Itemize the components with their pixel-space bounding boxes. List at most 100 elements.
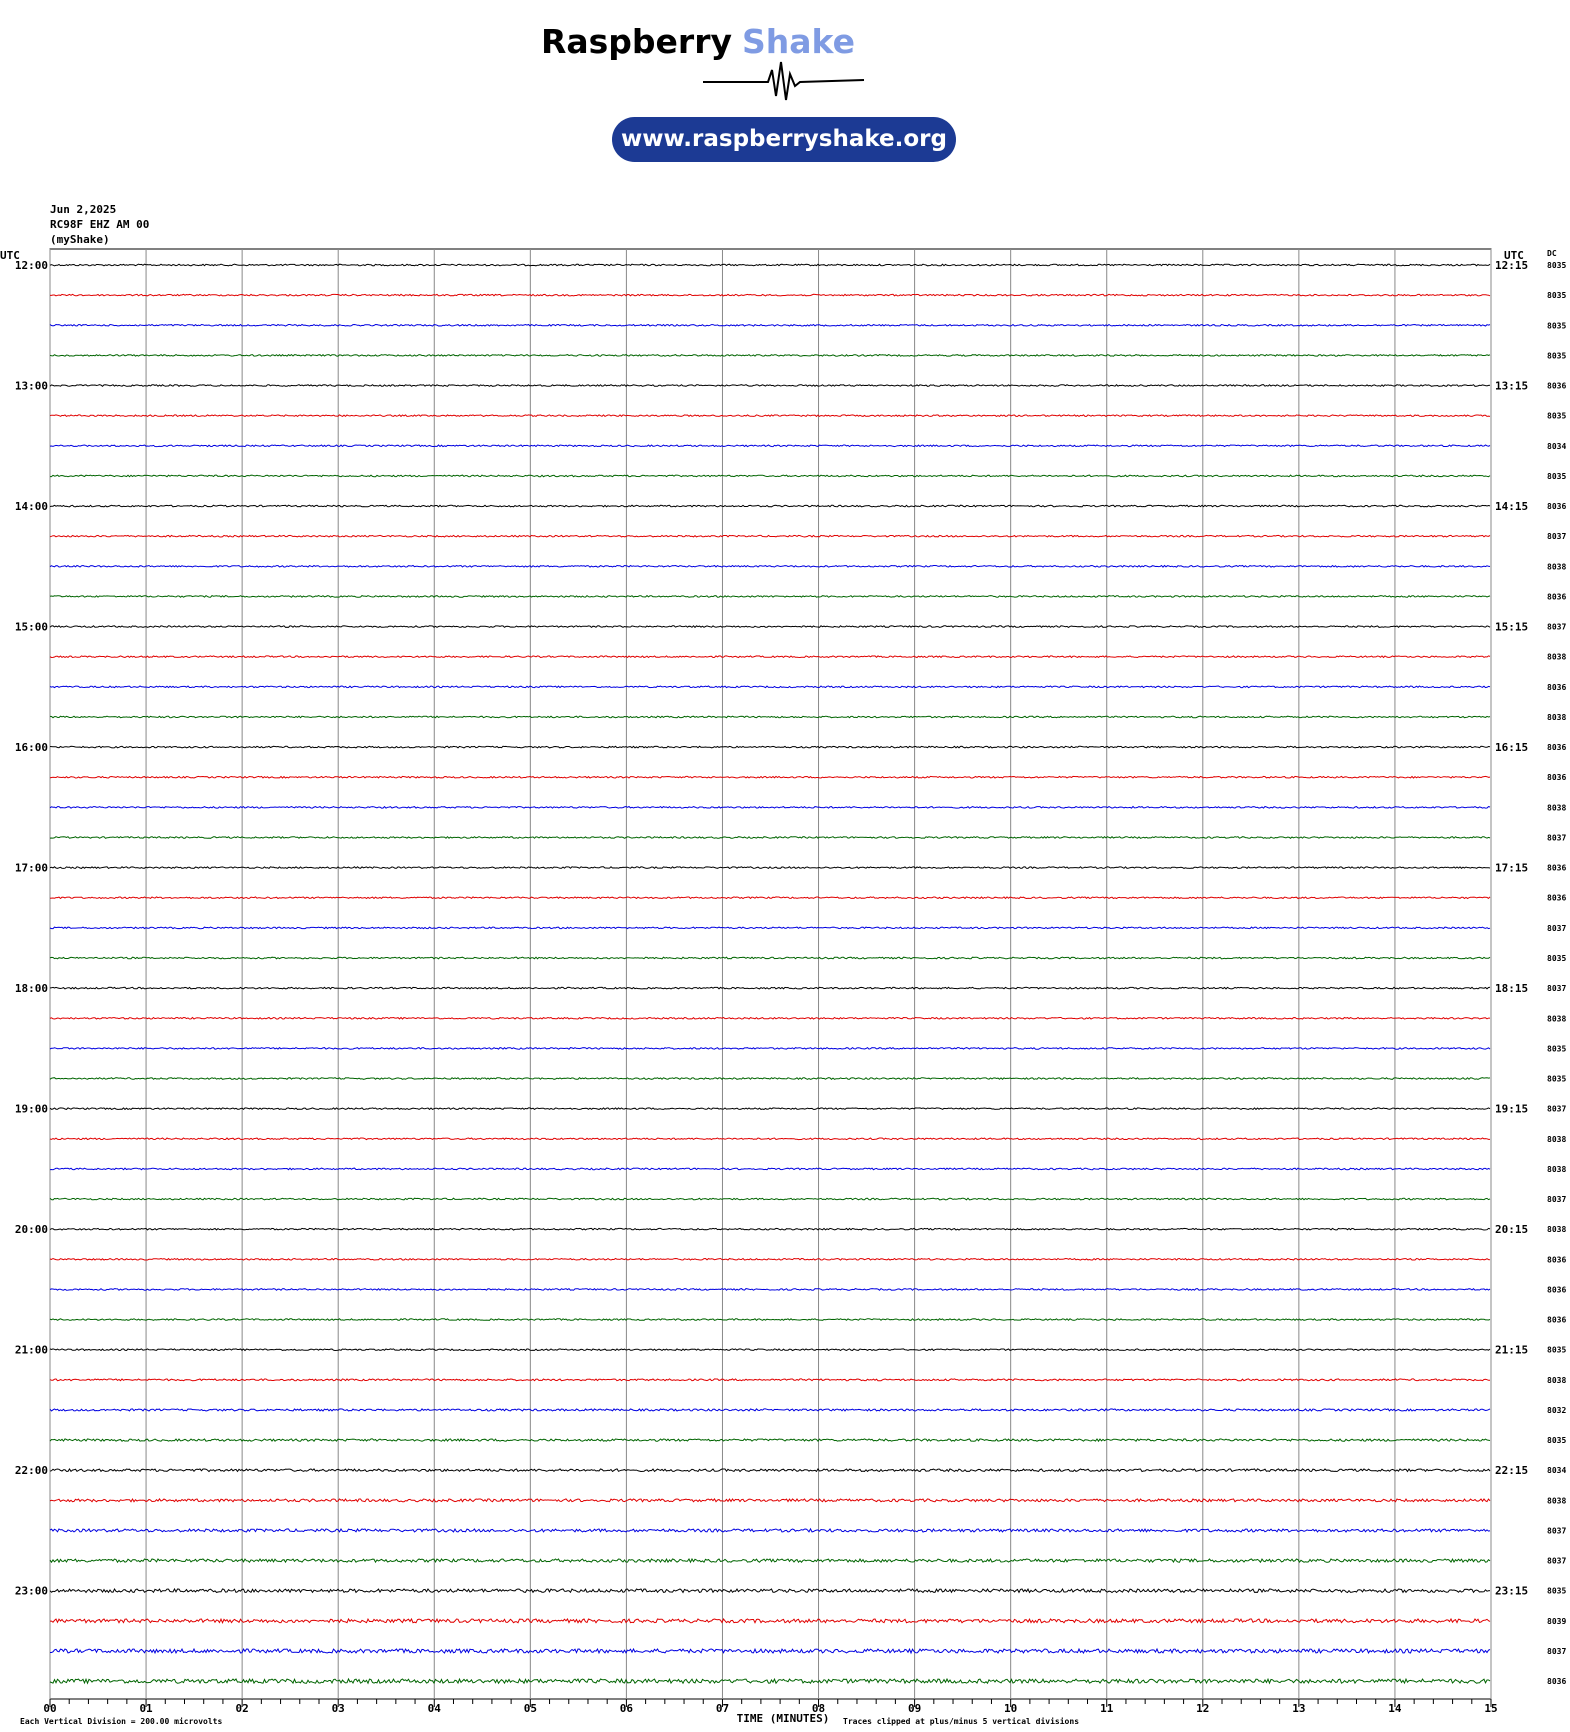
hour-end: 14:15: [1495, 500, 1528, 513]
trace: [49, 384, 1491, 387]
dc-offset: 8035: [1547, 1587, 1566, 1596]
right-heading: UTC: [1504, 249, 1524, 262]
x-label: TIME (MINUTES): [737, 1712, 830, 1725]
hour-start: 18:00: [15, 982, 48, 995]
x-tick-label: 02: [236, 1702, 249, 1715]
hour-start: 15:00: [15, 621, 48, 634]
trace: [49, 414, 1491, 418]
trace: [50, 293, 1491, 297]
trace: [49, 1527, 1491, 1534]
x-tick-label: 06: [620, 1702, 634, 1715]
dc-offset: 8036: [1547, 1316, 1566, 1325]
dc-offset: 8035: [1547, 321, 1566, 330]
dc-offset: 8037: [1547, 623, 1566, 632]
trace: [49, 835, 1491, 839]
hour-end: 21:15: [1495, 1344, 1528, 1357]
scale-note: Each Vertical Division = 200.00 microvol…: [20, 1716, 222, 1726]
dc-offset: 8034: [1547, 442, 1566, 451]
trace: [49, 655, 1491, 659]
hour-start: 21:00: [15, 1344, 48, 1357]
trace: [49, 896, 1491, 900]
source: (myShake): [50, 233, 110, 246]
dc-offset: 8037: [1547, 984, 1566, 993]
trace: [49, 625, 1491, 629]
dc-offset: 8035: [1547, 1346, 1566, 1355]
x-tick-label: 04: [428, 1702, 442, 1715]
trace: [49, 504, 1491, 508]
trace: [49, 1408, 1491, 1412]
x-tick-label: 10: [1004, 1702, 1017, 1715]
trace: [49, 1257, 1491, 1261]
dc-offset: 8034: [1547, 1466, 1566, 1475]
brand-accent: Shake: [742, 22, 855, 61]
dc-offset: 8038: [1547, 713, 1566, 722]
trace: [49, 564, 1491, 568]
trace: [49, 1227, 1491, 1231]
x-tick-label: 03: [332, 1702, 345, 1715]
dc-offset: 8038: [1547, 1225, 1566, 1234]
hour-start: 16:00: [15, 741, 48, 754]
brand: Raspberry: [541, 22, 732, 61]
hour-start: 14:00: [15, 500, 48, 513]
dc-offset: 8036: [1547, 683, 1566, 692]
hour-end: 12:15: [1495, 259, 1528, 272]
hour-end: 17:15: [1495, 862, 1528, 875]
trace: [50, 1647, 1491, 1655]
hour-end: 15:15: [1495, 621, 1528, 634]
dc-offset: 8037: [1547, 1105, 1566, 1114]
x-tick-label: 07: [716, 1702, 729, 1715]
trace: [49, 353, 1491, 357]
x-tick-label: 08: [812, 1702, 825, 1715]
trace: [49, 534, 1491, 538]
dc-offset: 8038: [1547, 653, 1566, 662]
dc-offset: 8037: [1547, 1526, 1566, 1535]
dc-offset: 8036: [1547, 894, 1566, 903]
trace: [49, 1467, 1491, 1473]
hour-start: 23:00: [15, 1585, 48, 1598]
trace: [49, 323, 1491, 327]
hour-end: 19:15: [1495, 1103, 1528, 1116]
dc-offset: 8032: [1547, 1406, 1566, 1415]
trace: [49, 1438, 1491, 1443]
dc-offset: 8038: [1547, 1014, 1566, 1023]
plot-frame: [49, 248, 1492, 1700]
hour-end: 22:15: [1495, 1464, 1528, 1477]
trace: [49, 263, 1491, 267]
trace: [49, 685, 1491, 689]
x-tick-label: 11: [1100, 1702, 1114, 1715]
dc-offset: 8038: [1547, 1376, 1566, 1385]
dc-offset: 8036: [1547, 864, 1566, 873]
url[interactable]: www.raspberryshake.org: [621, 126, 947, 152]
dc-offset: 8037: [1547, 1647, 1566, 1656]
dc-offset: 8035: [1547, 1436, 1566, 1445]
trace: [49, 1287, 1491, 1291]
dc-offset: 8037: [1547, 833, 1566, 842]
dc-offset: 8036: [1547, 773, 1566, 782]
trace: [49, 1557, 1491, 1564]
trace: [49, 986, 1491, 990]
trace: [49, 956, 1491, 960]
hour-start: 19:00: [15, 1103, 48, 1116]
dc-offset: 8038: [1547, 562, 1566, 571]
dc-offset: 8035: [1547, 291, 1566, 300]
trace: [49, 1016, 1490, 1020]
dc-offset: 8037: [1547, 1195, 1566, 1204]
trace: [49, 1587, 1491, 1594]
trace: [49, 444, 1491, 448]
dc-heading: DC: [1547, 249, 1557, 258]
hour-end: 18:15: [1495, 982, 1528, 995]
x-tick-label: 15: [1484, 1702, 1497, 1715]
url-pill[interactable]: [612, 117, 956, 162]
station: RC98F EHZ AM 00: [50, 218, 149, 231]
dc-offset: 8038: [1547, 1496, 1566, 1505]
dc-offset: 8036: [1547, 743, 1566, 752]
trace: [49, 1197, 1491, 1201]
trace: [49, 715, 1491, 719]
dc-offset: 8036: [1547, 592, 1566, 601]
hour-start: 22:00: [15, 1464, 48, 1477]
clip-note: Traces clipped at plus/minus 5 vertical …: [843, 1716, 1079, 1726]
dc-offset: 8037: [1547, 1557, 1566, 1566]
dc-offset: 8038: [1547, 1165, 1566, 1174]
dc-offset: 8039: [1547, 1617, 1566, 1626]
